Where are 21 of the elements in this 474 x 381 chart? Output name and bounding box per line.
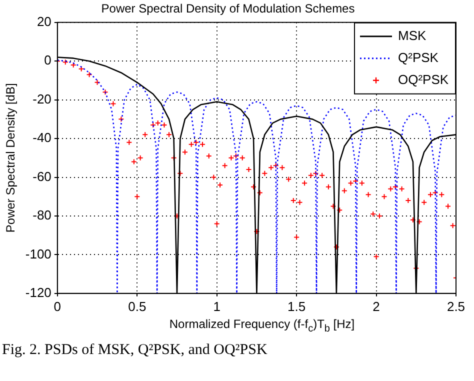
y-tick-label: -100 [25, 246, 52, 262]
y-axis-title: Power Spectral Density [dB] [4, 83, 18, 233]
x-tick-label: 2.5 [446, 298, 466, 314]
legend-label: MSK [398, 28, 426, 43]
chart-title: Power Spectral Density of Modulation Schemes [101, 2, 355, 16]
y-tick-label: -120 [25, 284, 52, 300]
x-tick-label: 2 [372, 298, 380, 314]
y-tick-label: -40 [32, 130, 52, 146]
y-tick-label: 0 [44, 52, 52, 68]
y-tick-label: -20 [32, 91, 52, 106]
legend-label: Q²PSK [398, 50, 439, 65]
x-tick-label: 1 [213, 298, 220, 314]
legend-label: OQ²PSK [398, 72, 449, 87]
x-tick-label: 0.5 [128, 298, 146, 314]
x-tick-label: 0 [54, 298, 62, 314]
y-tick-label: 20 [36, 14, 52, 29]
caption: Fig. 2. PSDs of MSK, Q²PSK, and OQ²PSK [1, 342, 268, 360]
y-tick-label: -60 [32, 168, 52, 184]
y-tick-label: -80 [32, 208, 52, 223]
x-tick-label: 1.5 [288, 298, 306, 314]
x-axis-title: Normalized Frequency (f-f$_{c}$)T$_{b}$ [Hz] [168, 317, 356, 334]
